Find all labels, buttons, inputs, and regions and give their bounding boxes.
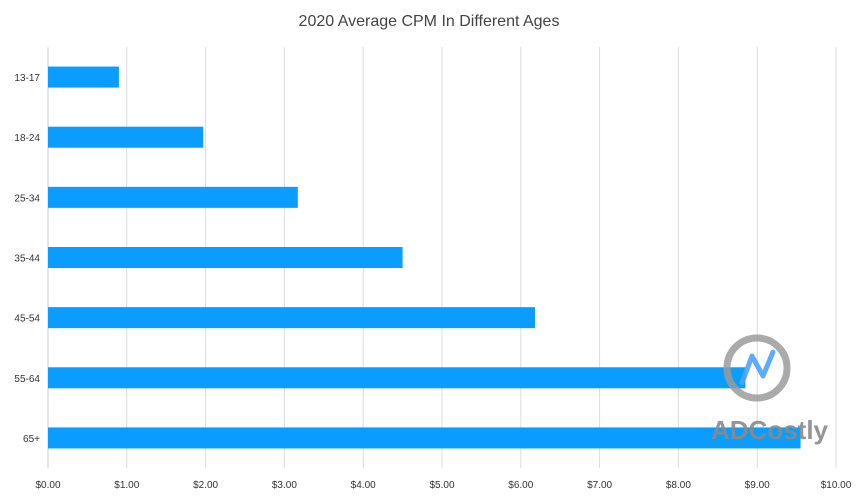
x-tick-label: $10.00: [821, 480, 852, 491]
y-tick-label: 18-24: [14, 133, 40, 144]
x-tick-label: $1.00: [114, 480, 139, 491]
bar-13-17: [48, 66, 119, 88]
y-tick-label: 25-34: [14, 193, 40, 204]
watermark-text: ADCostly: [711, 415, 829, 445]
x-tick-label: $4.00: [351, 480, 376, 491]
x-tick-label: $2.00: [193, 480, 218, 491]
y-tick-label: 55-64: [14, 374, 40, 385]
y-tick-label: 45-54: [14, 314, 40, 325]
x-tick-label: $3.00: [272, 480, 297, 491]
x-tick-label: $8.00: [666, 480, 691, 491]
x-axis-labels: $0.00 $1.00 $2.00 $3.00 $4.00 $5.00 $6.00 $7.00…: [35, 480, 851, 491]
bar-45-54: [48, 307, 535, 329]
x-tick-label: $7.00: [587, 480, 612, 491]
chart-title: 2020 Average CPM In Different Ages: [299, 13, 560, 30]
y-tick-label: 65+: [23, 434, 40, 445]
bars: [48, 66, 801, 449]
watermark-ring-icon: [723, 334, 791, 402]
y-tick-label: 35-44: [14, 254, 40, 265]
y-axis-labels: 13-17 18-24 25-34 35-44 45-54 55-64 65+: [14, 73, 40, 445]
y-tick-label: 13-17: [14, 73, 40, 84]
bar-35-44: [48, 247, 403, 268]
x-tick-label: $0.00: [35, 480, 60, 491]
bar-55-64: [48, 367, 746, 389]
watermark-logo: ADCostly: [711, 334, 829, 445]
bar-25-34: [48, 186, 298, 208]
x-tick-label: $5.00: [429, 480, 454, 491]
x-tick-label: $6.00: [508, 480, 533, 491]
bar-18-24: [48, 126, 204, 148]
x-tick-label: $9.00: [745, 480, 770, 491]
bar-65+: [48, 427, 801, 449]
watermark-trend-icon: [739, 349, 776, 386]
